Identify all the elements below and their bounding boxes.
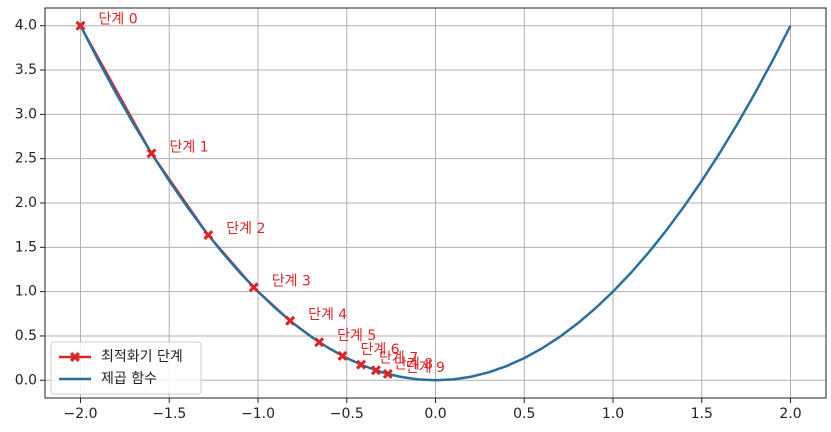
annotation: 단계 4 xyxy=(308,307,347,323)
y-tick-label: 0.5 xyxy=(15,328,37,344)
legend-marker xyxy=(70,352,80,362)
x-tick-label: 2.0 xyxy=(779,406,801,422)
plot-frame xyxy=(44,7,827,399)
annotation: 단계 0 xyxy=(99,12,138,28)
marker xyxy=(382,368,393,379)
x-tick-label: −1.0 xyxy=(241,406,275,422)
y-tick-label: 3.5 xyxy=(15,62,37,78)
marker xyxy=(337,350,348,361)
y-tick-label: 0.0 xyxy=(15,372,37,388)
x-tick-label: −1.5 xyxy=(152,406,186,422)
annotation: 단계 7 xyxy=(379,351,418,367)
y-tick-label: 3.0 xyxy=(15,106,37,122)
y-tick-label: 1.0 xyxy=(15,284,37,300)
marker xyxy=(146,148,157,159)
annotation: 단계 3 xyxy=(272,273,311,289)
marker xyxy=(314,337,325,348)
marker xyxy=(356,359,367,370)
y-tick-label: 2.0 xyxy=(15,195,37,211)
marker xyxy=(285,315,296,326)
x-tick-label: 1.5 xyxy=(691,406,713,422)
marker xyxy=(370,365,381,376)
annotation: 단계 9 xyxy=(406,360,445,376)
x-tick-label: 1.0 xyxy=(602,406,624,422)
annotation: 단계 2 xyxy=(226,221,265,237)
annotation: 단계 8 xyxy=(394,356,433,372)
annotation: 단계 5 xyxy=(337,328,376,344)
y-tick-label: 1.5 xyxy=(15,239,37,255)
y-tick-label: 4.0 xyxy=(15,18,37,34)
x-tick-label: −2.0 xyxy=(64,406,98,422)
legend-label: 최적화기 단계 xyxy=(101,349,183,365)
x-tick-label: 0.5 xyxy=(513,406,535,422)
y-tick-label: 2.5 xyxy=(15,151,37,167)
legend-box xyxy=(50,341,202,395)
marker xyxy=(203,230,214,241)
marker xyxy=(75,20,86,31)
series-line xyxy=(79,25,792,382)
x-tick-label: −0.5 xyxy=(330,406,364,422)
marker xyxy=(248,282,259,293)
annotation: 단계 1 xyxy=(170,139,209,155)
x-tick-label: 0.0 xyxy=(424,406,446,422)
legend-label: 제곱 함수 xyxy=(101,371,157,387)
annotation: 단계 6 xyxy=(360,342,399,358)
